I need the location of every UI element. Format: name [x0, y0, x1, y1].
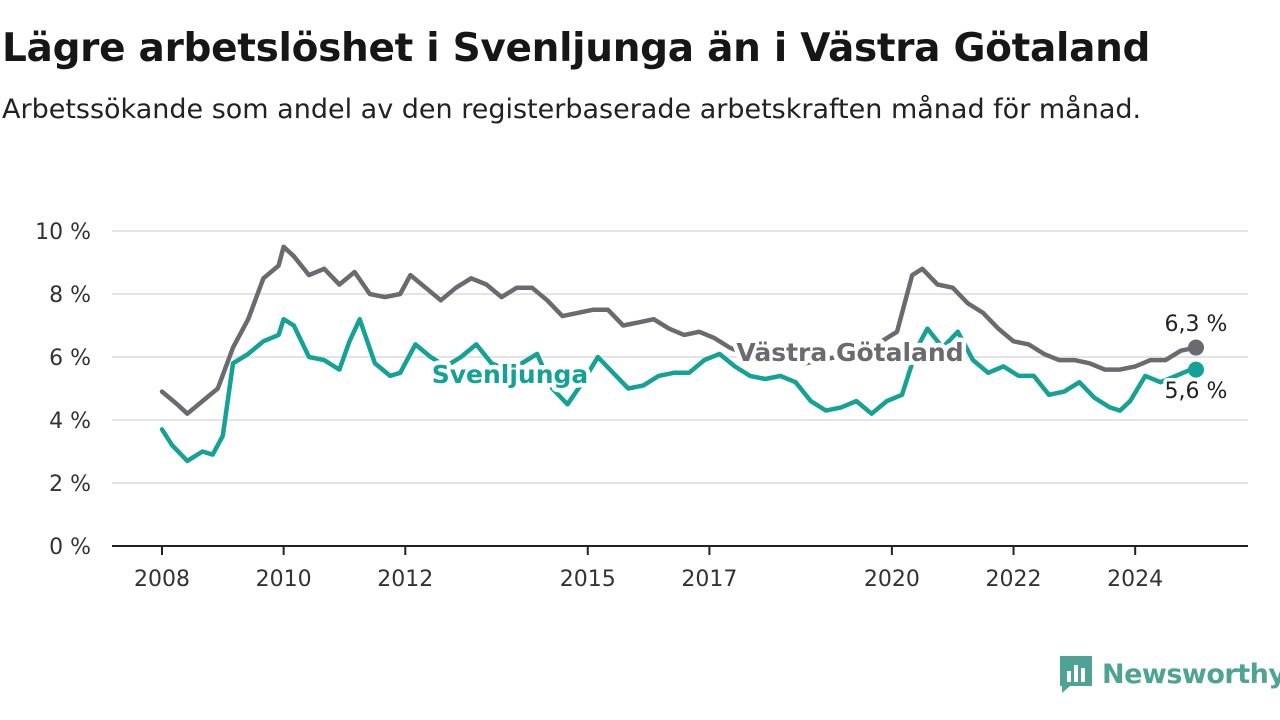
- end-value-halo: 6,3 %: [1165, 312, 1228, 337]
- x-tick-label: 2022: [986, 567, 1042, 592]
- end-value-halo: 5,6 %: [1165, 379, 1228, 404]
- x-tick-label: 2017: [681, 567, 737, 592]
- series-name-halo: Svenljunga: [432, 360, 589, 389]
- series-end-point: [1188, 361, 1204, 378]
- series-name-label: Svenljunga: [432, 360, 589, 389]
- newsworthy-logo-icon: [1060, 656, 1092, 693]
- x-tick-label: 2010: [256, 567, 312, 592]
- line-chart: 0 % 2 % 4 % 6 % 8 % 10 % 2008 2010 2012 2015 2017 2…: [35, 220, 1248, 592]
- x-tick-label: 2015: [560, 567, 616, 592]
- y-tick-label: 6 %: [49, 346, 91, 371]
- end-value-label: 5,6 %: [1165, 379, 1228, 404]
- y-tick-label: 10 %: [35, 220, 91, 245]
- series-name-halo: Västra Götaland: [736, 338, 963, 367]
- end-value-label: 6,3 %: [1165, 312, 1228, 337]
- series-end-point: [1188, 339, 1204, 356]
- series-line-vastra-gotaland: [159, 244, 1199, 416]
- chart-title: Lägre arbetslöshet i Svenljunga än i Väs…: [2, 26, 1151, 71]
- chart-subtitle: Arbetssökande som andel av den registerb…: [2, 94, 1142, 125]
- y-tick-label: 4 %: [49, 409, 91, 434]
- x-tick-label: 2024: [1107, 567, 1163, 592]
- x-tick-label: 2012: [377, 567, 433, 592]
- brand-logo: Newsworthy: [1058, 654, 1280, 694]
- y-tick-label: 2 %: [49, 472, 91, 497]
- x-tick-label: 2008: [134, 567, 190, 592]
- y-tick-label: 8 %: [49, 283, 91, 308]
- y-tick-label: 0 %: [49, 535, 91, 560]
- brand-name: Newsworthy: [1102, 658, 1280, 690]
- series-name-label: Västra Götaland: [736, 338, 963, 367]
- series-line-svenljunga: [159, 316, 1199, 464]
- x-tick-label: 2020: [864, 567, 920, 592]
